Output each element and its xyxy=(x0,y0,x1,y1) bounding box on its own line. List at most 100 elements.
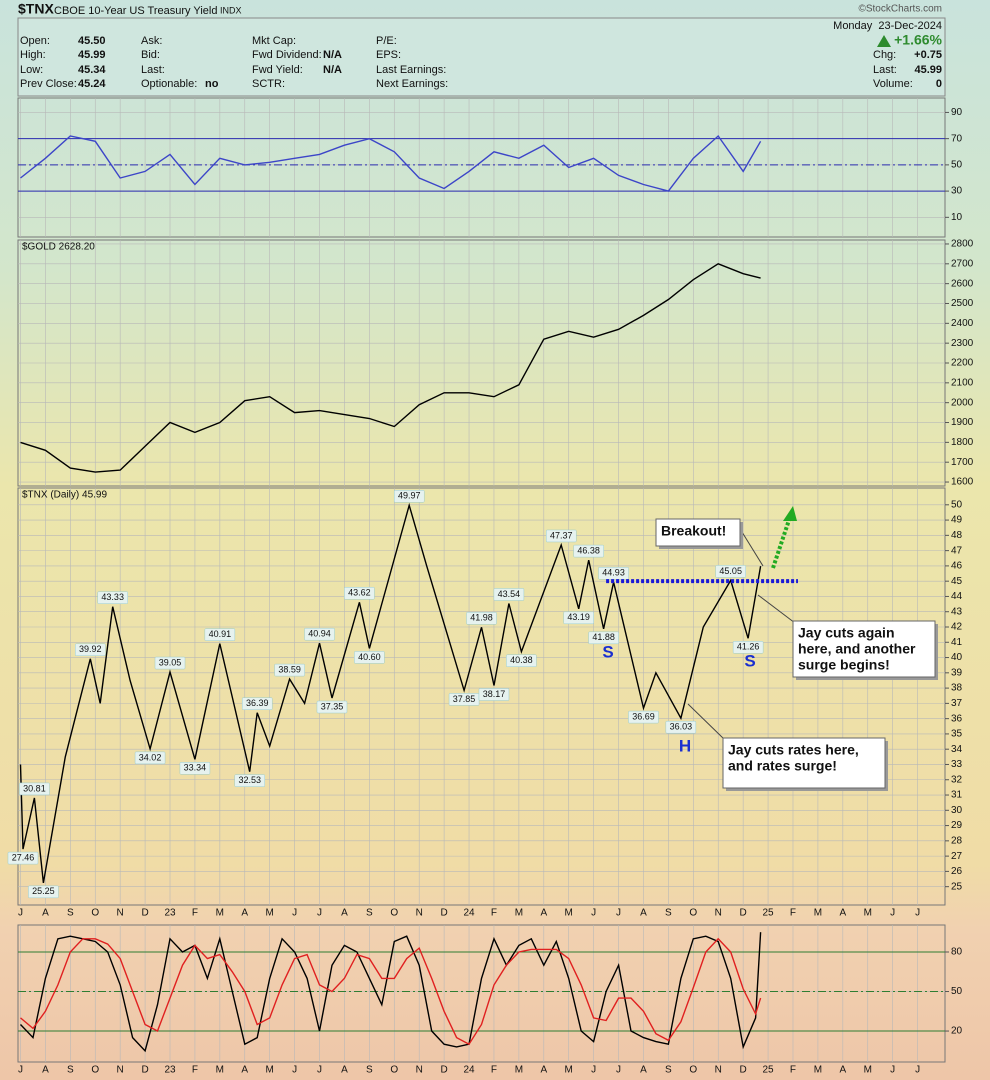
x-tick-label: S xyxy=(665,908,672,919)
value-label-box xyxy=(466,612,497,625)
value-label: 43.19 xyxy=(567,612,590,622)
y-tick-label: 50 xyxy=(951,160,963,171)
value-label-box xyxy=(493,588,525,601)
x-tick-label: J xyxy=(890,908,895,919)
x-tick-label: M xyxy=(216,1065,224,1076)
y-tick-label: 2500 xyxy=(951,298,974,309)
y-tick-label: 46 xyxy=(951,561,963,572)
x-tick-label: M xyxy=(814,908,822,919)
value-label: 41.88 xyxy=(592,632,615,642)
y-tick-label: 41 xyxy=(951,637,963,648)
panel-label: $GOLD 2628.20 xyxy=(22,242,95,253)
annotation-pointer xyxy=(687,703,726,741)
x-tick-label: A xyxy=(839,908,846,919)
y-tick-label: 2800 xyxy=(951,239,974,250)
field-value: 45.99 xyxy=(914,64,942,76)
y-tick-label: 29 xyxy=(951,820,963,831)
field-value: +0.75 xyxy=(914,49,942,61)
x-tick-label: M xyxy=(864,908,872,919)
y-tick-label: 44 xyxy=(951,591,963,602)
field-label: Next Earnings: xyxy=(376,78,448,90)
change-pct: +1.66% xyxy=(894,32,942,48)
field-label: P/E: xyxy=(376,35,397,47)
y-tick-label: 1600 xyxy=(951,477,974,488)
field-label: Optionable: xyxy=(141,78,197,90)
value-label-box xyxy=(715,565,746,578)
exchange: INDX xyxy=(220,5,242,15)
field-label: Last: xyxy=(141,64,165,76)
value-label: 36.39 xyxy=(246,698,269,708)
y-tick-label: 28 xyxy=(951,835,963,846)
x-tick-label: S xyxy=(366,908,373,919)
x-tick-label: J xyxy=(317,908,322,919)
value-label: 25.25 xyxy=(32,886,55,896)
value-label-box xyxy=(234,774,265,787)
y-tick-label: 2400 xyxy=(951,318,974,329)
pattern-label: H xyxy=(679,736,691,755)
series-line xyxy=(19,932,762,1053)
x-tick-label: N xyxy=(416,908,423,919)
value-label: 37.35 xyxy=(321,701,344,711)
field-value: no xyxy=(205,78,219,90)
value-label-box xyxy=(665,720,697,734)
value-label: 38.59 xyxy=(278,664,301,674)
pattern-label: S xyxy=(744,651,755,670)
x-tick-label: 25 xyxy=(763,908,775,919)
x-tick-label: D xyxy=(441,908,448,919)
annotation-text: Breakout! xyxy=(661,523,726,539)
value-label-box xyxy=(304,627,335,641)
field-value: N/A xyxy=(323,49,342,61)
x-tick-label: M xyxy=(515,908,523,919)
y-tick-label: 90 xyxy=(951,107,963,118)
x-tick-label: A xyxy=(42,1065,49,1076)
x-tick-label: J xyxy=(18,1065,23,1076)
y-tick-label: 37 xyxy=(951,698,963,709)
panel-label: $TNX (Daily) 45.99 xyxy=(22,490,107,501)
x-tick-label: J xyxy=(18,908,23,919)
annotation-pointer xyxy=(757,594,796,624)
annotation-box xyxy=(655,518,741,547)
value-label: 34.02 xyxy=(139,752,162,762)
value-label: 36.03 xyxy=(670,722,693,732)
x-tick-label: N xyxy=(416,1065,423,1076)
y-tick-label: 42 xyxy=(951,622,963,633)
value-label-box xyxy=(506,654,537,667)
x-tick-label: A xyxy=(241,1065,248,1076)
x-tick-label: O xyxy=(689,908,697,919)
x-tick-label: M xyxy=(216,908,224,919)
x-tick-label: M xyxy=(864,1065,872,1076)
y-tick-label: 39 xyxy=(951,667,963,678)
copyright: ©StockCharts.com xyxy=(858,4,942,15)
value-label-box xyxy=(97,591,128,604)
y-tick-label: 2000 xyxy=(951,397,974,408)
x-tick-label: J xyxy=(616,908,621,919)
value-label-box xyxy=(393,490,425,503)
field-value: 45.99 xyxy=(78,49,106,61)
value-label: 40.94 xyxy=(308,629,331,639)
value-label: 39.05 xyxy=(159,657,182,667)
x-tick-label: A xyxy=(341,1065,348,1076)
value-label: 37.85 xyxy=(453,694,476,704)
value-label-box xyxy=(732,641,764,654)
x-tick-label: A xyxy=(839,1065,846,1076)
x-tick-label: F xyxy=(790,908,796,919)
y-tick-label: 32 xyxy=(951,774,963,785)
x-tick-label: M xyxy=(565,1065,573,1076)
value-label: 33.34 xyxy=(184,763,207,773)
value-label: 39.92 xyxy=(79,644,102,654)
value-label: 40.38 xyxy=(510,655,533,665)
annotation-text: here, and another xyxy=(798,641,916,657)
y-tick-label: 26 xyxy=(951,866,963,877)
y-tick-label: 1900 xyxy=(951,417,974,428)
y-tick-label: 2200 xyxy=(951,358,974,369)
field-label: Last Earnings: xyxy=(376,64,446,76)
value-label: 46.38 xyxy=(577,545,600,555)
y-tick-label: 80 xyxy=(951,947,963,958)
value-label: 44.93 xyxy=(602,568,625,578)
y-tick-label: 43 xyxy=(951,606,963,617)
green-arrow xyxy=(771,506,797,569)
field-label: Bid: xyxy=(141,49,160,61)
field-value: 45.50 xyxy=(78,35,106,47)
value-label-box xyxy=(19,782,50,796)
